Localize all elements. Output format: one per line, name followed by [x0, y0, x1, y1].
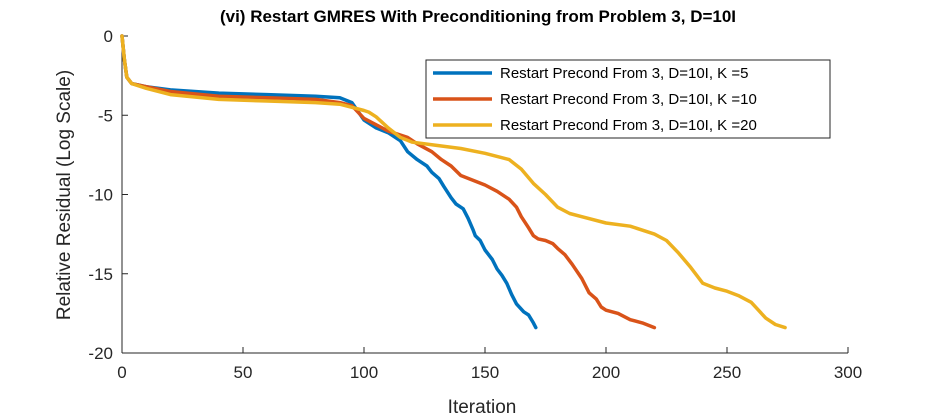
x-tick-label: 50	[234, 363, 253, 382]
chart-title: (vi) Restart GMRES With Preconditioning …	[220, 7, 736, 26]
y-tick-label: -15	[88, 265, 113, 284]
x-axis-label: Iteration	[448, 397, 517, 418]
series-line-2	[120, 34, 657, 330]
x-tick-label: 250	[713, 363, 741, 382]
series-layer	[120, 34, 787, 330]
y-tick-label: -10	[88, 186, 113, 205]
y-tick-label: -20	[88, 344, 113, 363]
x-tick-label: 200	[592, 363, 620, 382]
legend-box	[425, 59, 831, 139]
legend-label-3: Restart Precond From 3, D=10I, K =20	[500, 117, 757, 134]
y-ticks: 0 -5 -10 -15 -20	[88, 27, 128, 363]
series-line-3	[120, 34, 787, 330]
legend-items: Restart Precond From 3, D=10I, K =5 Resta…	[433, 65, 757, 134]
x-tick-label: 100	[350, 363, 378, 382]
y-tick-label: 0	[104, 27, 113, 46]
y-tick-label: -5	[98, 106, 113, 125]
legend-label-1: Restart Precond From 3, D=10I, K =5	[500, 65, 748, 82]
legend-label-2: Restart Precond From 3, D=10I, K =10	[500, 91, 757, 108]
x-ticks: 0 50 100 150 200 250 300	[117, 347, 862, 382]
series-line-1	[120, 34, 538, 330]
legend: Restart Precond From 3, D=10I, K =5 Resta…	[425, 59, 831, 139]
x-tick-label: 0	[117, 363, 126, 382]
x-tick-label: 150	[471, 363, 499, 382]
y-axis-label: Relative Residual (Log Scale)	[54, 70, 75, 320]
x-tick-label: 300	[834, 363, 862, 382]
